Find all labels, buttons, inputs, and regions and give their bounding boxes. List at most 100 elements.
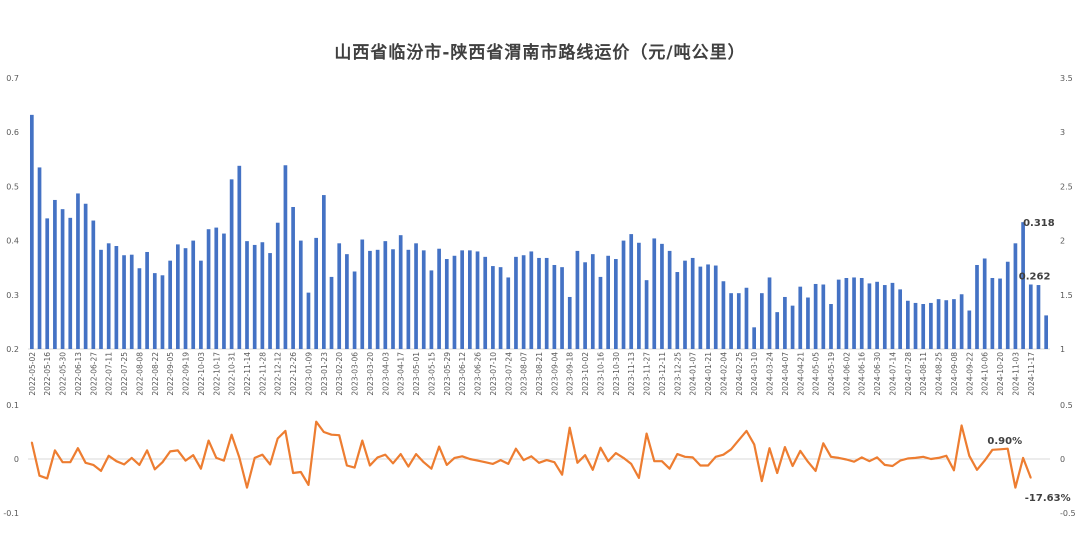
bar (1005, 261, 1010, 349)
bar (644, 280, 649, 349)
bar (521, 255, 526, 349)
bar (913, 302, 918, 349)
line-point (914, 457, 917, 459)
line-point (292, 472, 294, 474)
line-point (230, 433, 233, 436)
line-point (630, 463, 633, 465)
line-point (899, 459, 901, 462)
bar (1013, 243, 1018, 349)
line-point (653, 460, 656, 462)
bar (752, 327, 757, 349)
bar (598, 276, 603, 349)
bar (729, 293, 733, 349)
bar (829, 304, 833, 349)
line-point (707, 464, 709, 467)
bar (936, 299, 941, 349)
bar (790, 305, 795, 349)
bar (567, 296, 572, 349)
line-point (622, 457, 625, 459)
line-point (61, 461, 64, 464)
y-tick-right: 2.5 (1060, 182, 1073, 191)
line-point (645, 432, 648, 435)
bar (291, 206, 295, 349)
bar (275, 222, 280, 349)
bar (1044, 315, 1049, 349)
bar (83, 203, 88, 349)
y-tick-left: 0.4 (6, 237, 19, 246)
x-tick-label: 2023-09-04 (550, 352, 559, 396)
bar (852, 277, 856, 349)
x-tick-label: 2023-12-25 (673, 352, 682, 396)
line-point (269, 463, 271, 466)
line-point (38, 474, 41, 477)
line-point (930, 458, 932, 460)
line-point (791, 465, 794, 467)
x-tick-label: 2024-01-07 (689, 352, 698, 396)
x-tick-label: 2023-04-17 (397, 352, 406, 396)
bar (414, 243, 418, 349)
bar (444, 259, 449, 349)
line-point (937, 457, 940, 459)
bar (652, 238, 657, 349)
bar (145, 251, 149, 349)
line-point (991, 449, 994, 451)
y-tick-right: 1 (1060, 345, 1065, 354)
x-tick-label: 2023-06-26 (474, 352, 483, 396)
x-tick-label: 2023-05-01 (412, 352, 421, 396)
x-tick-label: 2024-07-14 (888, 352, 897, 396)
y-tick-left: 0.6 (6, 128, 19, 137)
x-tick-label: 2024-08-11 (919, 352, 928, 396)
bar (129, 254, 134, 349)
bar (821, 284, 826, 349)
line-point (1029, 477, 1032, 479)
line-point (868, 460, 871, 462)
bar (660, 243, 664, 349)
bar (114, 246, 119, 349)
x-tick-label: 2022-11-14 (243, 352, 252, 396)
bar (982, 258, 987, 349)
line-point (445, 464, 448, 466)
bar (37, 167, 42, 349)
bar (191, 240, 196, 349)
bar (698, 266, 703, 349)
y2-tick-right: 0 (1060, 455, 1065, 464)
bar (160, 275, 165, 349)
x-tick-label: 2024-11-17 (1027, 352, 1036, 396)
line-point (46, 477, 49, 480)
y-tick-right: 2 (1060, 237, 1065, 246)
y2-tick-left: 0.1 (6, 401, 19, 410)
line-point (384, 453, 387, 456)
bar (606, 255, 611, 349)
bar (590, 254, 595, 349)
x-tick-label: 2024-06-30 (873, 352, 882, 396)
bar (245, 241, 249, 349)
x-tick-label: 2022-10-17 (212, 352, 221, 396)
x-tick-label: 2023-01-23 (320, 352, 329, 396)
bar (122, 255, 126, 349)
x-tick-label: 2022-07-25 (120, 352, 129, 396)
x-tick-label: 2024-10-20 (996, 352, 1005, 396)
bar (667, 250, 672, 349)
bar (998, 278, 1002, 349)
bar (706, 264, 710, 349)
x-tick-label: 2024-04-21 (796, 352, 805, 396)
line-point (615, 452, 617, 454)
line-point (561, 473, 563, 476)
line-point (530, 455, 533, 458)
bar (68, 217, 73, 349)
x-tick-label: 2023-05-15 (427, 352, 436, 396)
bar (975, 264, 979, 349)
bar (890, 282, 895, 349)
bar (406, 249, 411, 349)
line-point (515, 447, 517, 450)
x-tick-label: 2024-05-05 (812, 352, 821, 396)
bar (859, 277, 864, 349)
bar (544, 257, 549, 349)
line-point (568, 426, 571, 429)
line-point (553, 461, 556, 464)
x-tick-label: 2023-11-27 (643, 352, 652, 396)
line-point (307, 484, 310, 486)
line-point (499, 459, 502, 461)
line-point (714, 456, 717, 458)
bar (398, 235, 403, 349)
